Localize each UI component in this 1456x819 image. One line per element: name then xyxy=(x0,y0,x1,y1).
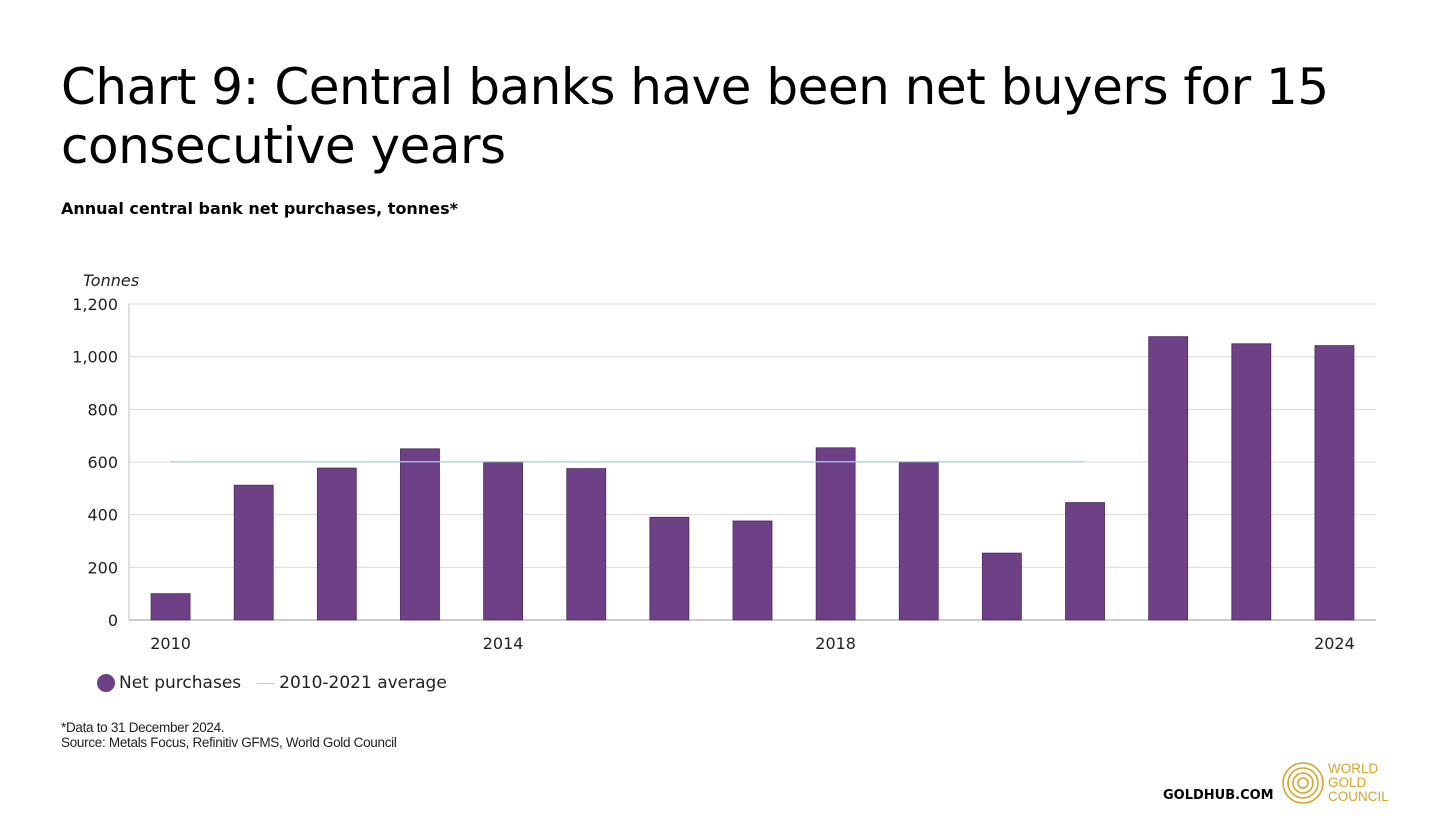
bar-2020 xyxy=(982,552,1022,621)
y-tick-label: 600 xyxy=(87,453,118,472)
legend-item-net-purchases: Net purchases xyxy=(97,673,241,693)
chart-subtitle: Annual central bank net purchases, tonne… xyxy=(61,199,458,218)
chart-title: Chart 9: Central banks have been net buy… xyxy=(61,58,1329,175)
bar-2014 xyxy=(483,462,524,621)
y-tick-label: 0 xyxy=(108,611,118,630)
bar-2017 xyxy=(732,520,773,621)
y-axis-unit-label: Tonnes xyxy=(83,271,139,290)
legend-label-average: 2010-2021 average xyxy=(279,673,447,693)
y-tick-label: 1,000 xyxy=(72,348,118,367)
bar-2024 xyxy=(1314,345,1355,621)
bar-2012 xyxy=(316,467,357,621)
bar-2022 xyxy=(1148,336,1189,621)
bar-2016 xyxy=(649,516,690,621)
bar-2015 xyxy=(566,468,607,621)
y-tick-label: 200 xyxy=(87,558,118,577)
bar-2023 xyxy=(1231,343,1272,621)
x-tick-label: 2024 xyxy=(1314,634,1355,653)
y-tick-label: 800 xyxy=(87,400,118,419)
legend-label-net-purchases: Net purchases xyxy=(119,673,242,693)
tick-labels: 0 200 400 600 800 1,000 1,200 2010 2014 2018 2024 xyxy=(72,295,1355,653)
legend-swatch-net-purchases xyxy=(97,674,115,692)
x-tick-label: 2014 xyxy=(483,634,524,653)
bar-2021 xyxy=(1065,502,1105,621)
footnote-data-note: *Data to 31 December 2024. xyxy=(61,720,225,735)
x-tick-label: 2018 xyxy=(815,634,856,653)
goldhub-link[interactable]: GOLDHUB.COM xyxy=(1163,788,1274,803)
legend-swatch-average xyxy=(257,682,275,684)
bar-2019 xyxy=(898,461,939,621)
footnote-source: Source: Metals Focus, Refinitiv GFMS, Wo… xyxy=(61,735,397,750)
bar-2013 xyxy=(400,448,440,621)
footnote: *Data to 31 December 2024. Source: Metal… xyxy=(61,720,397,750)
bar-2010 xyxy=(150,593,191,621)
logo-rings-icon xyxy=(1282,762,1324,804)
bar-2011 xyxy=(233,484,274,621)
chart-legend: Net purchases 2010-2021 average xyxy=(97,671,463,695)
y-tick-label: 1,200 xyxy=(72,295,118,314)
legend-item-average: 2010-2021 average xyxy=(257,673,447,693)
x-tick-label: 2010 xyxy=(150,634,191,653)
bars xyxy=(150,336,1355,621)
world-gold-council-logo: WORLD GOLD COUNCIL xyxy=(1281,761,1397,805)
y-tick-label: 400 xyxy=(87,506,118,525)
bar-2018 xyxy=(815,447,856,621)
